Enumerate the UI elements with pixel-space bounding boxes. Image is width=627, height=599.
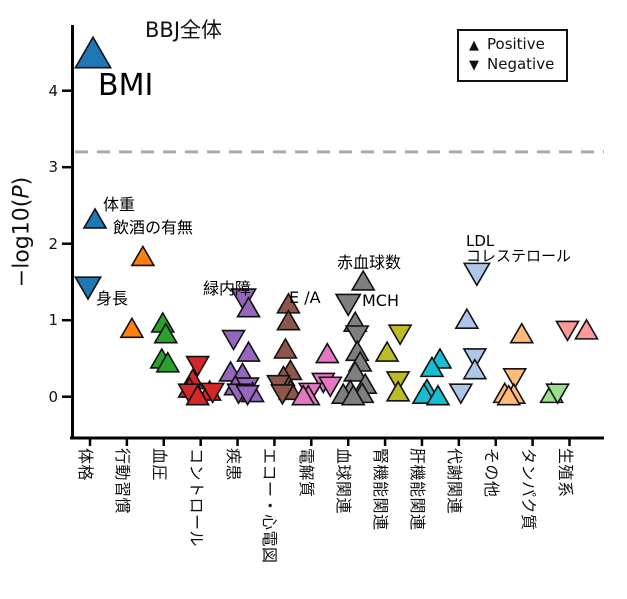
point-label: BMI xyxy=(98,68,154,103)
data-point-triangle-up xyxy=(340,384,366,406)
data-point-triangle-down xyxy=(221,329,246,352)
data-point-triangle-down xyxy=(448,383,474,405)
x-tick-label: 代謝関連 xyxy=(444,448,464,515)
data-point-triangle-up xyxy=(155,351,181,373)
data-point-triangle-up xyxy=(419,355,445,378)
data-point-triangle-down xyxy=(334,293,362,317)
data-point-triangle-up xyxy=(496,384,522,406)
x-tick-label: エコー・心電図 xyxy=(260,448,280,564)
data-point-triangle-down xyxy=(502,368,528,390)
data-point-triangle-down xyxy=(200,382,226,404)
up-triangle-icon: ▲ xyxy=(469,38,479,53)
data-point-triangle-up xyxy=(454,307,480,329)
data-point-triangle-down xyxy=(73,276,103,301)
legend-negative-row: ▼ Negative xyxy=(469,55,554,75)
point-label: 飲酒の有無 xyxy=(113,218,194,237)
data-point-triangle-up xyxy=(314,341,340,364)
point-label: 緑内障 xyxy=(203,279,252,298)
data-point-triangle-up xyxy=(425,384,451,406)
data-point-triangle-down xyxy=(344,325,370,347)
data-point-triangle-up xyxy=(574,318,599,340)
legend-negative-label: Negative xyxy=(487,55,555,73)
y-tick-label: 0 xyxy=(48,387,58,406)
data-point-triangle-up xyxy=(374,340,400,362)
x-tick-label: その他 xyxy=(481,448,501,498)
data-point-triangle-up xyxy=(276,309,301,331)
data-point-triangle-up xyxy=(509,322,535,344)
data-point-triangle-up xyxy=(350,269,376,291)
point-label: コレステロール xyxy=(466,247,572,265)
y-tick-label: 1 xyxy=(48,311,58,330)
data-point-triangle-up xyxy=(236,296,261,318)
data-point-triangle-down xyxy=(185,355,211,378)
x-tick-label: 行動習慣 xyxy=(112,448,132,515)
data-point-triangle-down xyxy=(270,384,295,406)
data-point-triangle-up xyxy=(273,337,298,359)
point-label: 身長 xyxy=(96,289,129,308)
x-tick-label: 血球関連 xyxy=(334,448,354,515)
y-tick-label: 3 xyxy=(48,158,58,177)
data-point-triangle-up xyxy=(462,358,488,380)
point-label: LDL xyxy=(466,232,495,250)
legend-positive-row: ▲ Positive xyxy=(469,35,554,55)
x-tick-label: 疾患 xyxy=(223,448,243,482)
data-point-triangle-up xyxy=(119,316,145,339)
y-tick-label: 2 xyxy=(48,234,58,253)
marker-legend: ▲ Positive ▼ Negative xyxy=(457,29,569,82)
chart-title: BBJ全体 xyxy=(145,18,223,42)
y-tick-label: 4 xyxy=(48,81,58,100)
x-tick-label: コントロール xyxy=(186,448,206,548)
data-point-triangle-down xyxy=(235,384,260,407)
legend-positive-label: Positive xyxy=(487,35,545,53)
x-tick-label: 腎機能関連 xyxy=(371,448,391,531)
x-tick-label: 電解質 xyxy=(297,448,317,498)
x-tick-label: 生殖系 xyxy=(555,448,575,498)
x-tick-label: 肝機能関連 xyxy=(407,448,427,531)
x-tick-label: 体格 xyxy=(76,448,95,482)
data-point-triangle-down xyxy=(545,383,571,405)
x-tick-label: 血圧 xyxy=(149,448,169,482)
data-point-triangle-up xyxy=(74,35,112,69)
data-point-triangle-up xyxy=(82,207,108,229)
y-axis-label: −log10(P) xyxy=(9,176,35,288)
data-point-triangle-up xyxy=(236,340,261,362)
point-label: E /A xyxy=(289,288,321,307)
data-point-triangle-down xyxy=(387,324,413,346)
data-point-triangle-up xyxy=(342,360,368,382)
data-point-triangle-up xyxy=(185,384,211,406)
data-point-triangle-up xyxy=(153,322,179,344)
data-point-triangle-down xyxy=(317,376,343,398)
data-point-triangle-down xyxy=(555,320,580,343)
data-point-triangle-down xyxy=(462,262,491,287)
data-point-triangle-up xyxy=(290,384,316,406)
x-tick-label: タンパク質 xyxy=(518,448,538,531)
point-label: 体重 xyxy=(103,195,136,214)
data-point-triangle-up xyxy=(130,244,156,267)
point-label: MCH xyxy=(362,291,400,310)
data-point-triangle-up xyxy=(411,382,437,404)
data-point-triangle-up xyxy=(385,380,411,402)
down-triangle-icon: ▼ xyxy=(469,58,479,73)
point-label: 赤血球数 xyxy=(337,253,402,272)
